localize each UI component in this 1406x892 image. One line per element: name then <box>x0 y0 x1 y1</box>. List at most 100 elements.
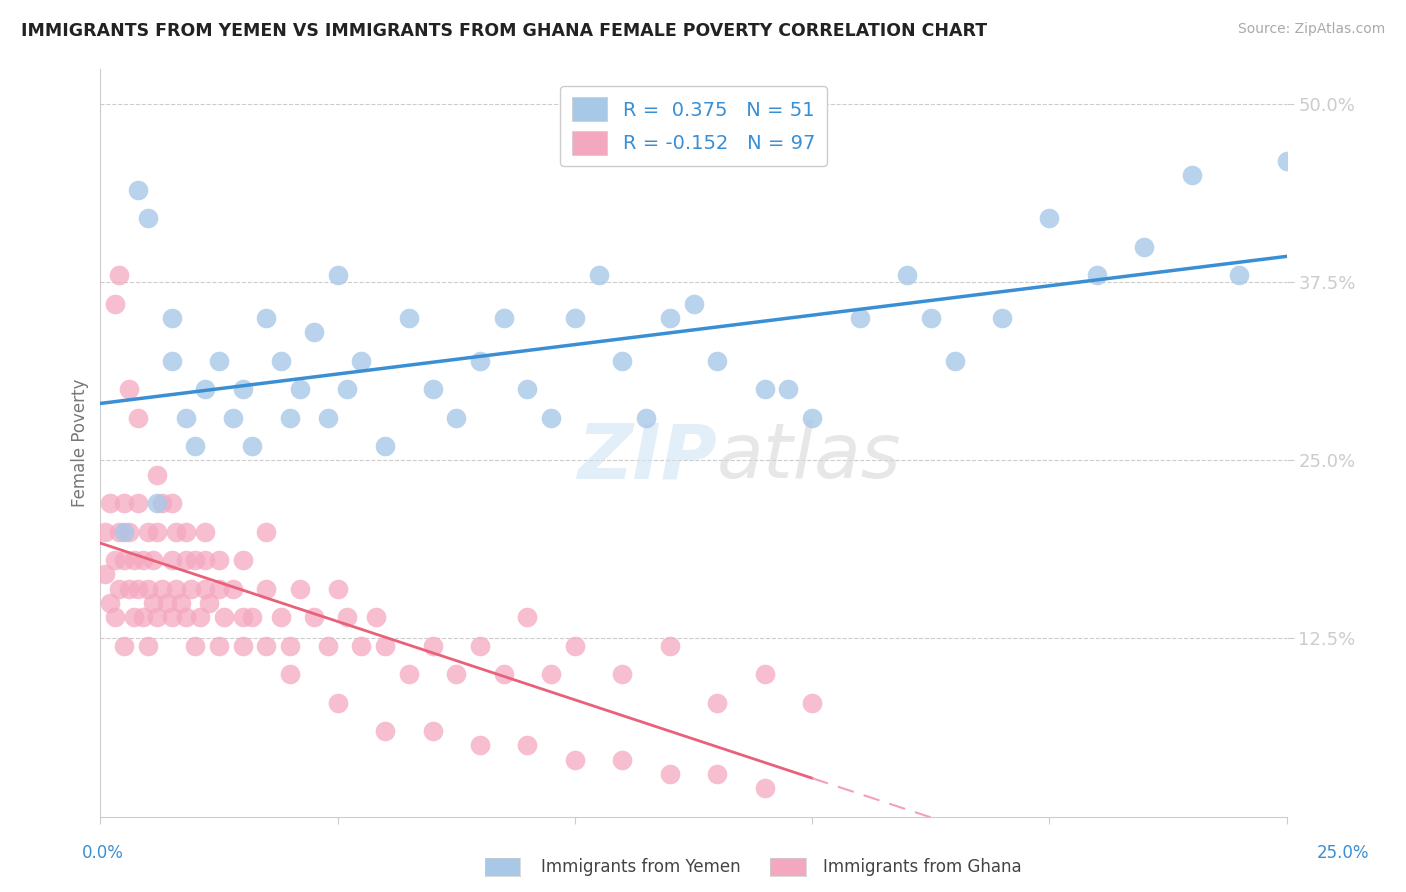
Point <box>612 353 634 368</box>
Point <box>174 610 197 624</box>
Point <box>658 766 681 780</box>
Point <box>374 639 396 653</box>
Point <box>778 382 800 396</box>
Point <box>1085 268 1108 282</box>
Point <box>127 183 149 197</box>
Point <box>127 410 149 425</box>
Point <box>118 582 141 596</box>
Point <box>188 610 211 624</box>
Point <box>160 553 183 567</box>
Point <box>1227 268 1250 282</box>
Point <box>564 753 586 767</box>
Text: ZIP: ZIP <box>578 420 717 494</box>
Point <box>112 524 135 539</box>
Text: Immigrants from Yemen: Immigrants from Yemen <box>541 858 741 876</box>
Point <box>103 553 125 567</box>
Point <box>108 524 131 539</box>
Point <box>174 410 197 425</box>
Point <box>122 553 145 567</box>
Point <box>422 724 444 739</box>
Point <box>150 582 173 596</box>
Point <box>118 382 141 396</box>
Point <box>468 739 491 753</box>
Point <box>156 596 179 610</box>
Point <box>896 268 918 282</box>
Point <box>540 667 562 681</box>
Point <box>254 310 277 325</box>
Point <box>194 553 217 567</box>
Point <box>588 268 610 282</box>
Point <box>398 310 420 325</box>
Point <box>564 639 586 653</box>
Point <box>516 610 538 624</box>
Point <box>943 353 966 368</box>
Point <box>754 382 776 396</box>
Legend: R =  0.375   N = 51, R = -0.152   N = 97: R = 0.375 N = 51, R = -0.152 N = 97 <box>561 86 827 166</box>
Point <box>422 639 444 653</box>
Point <box>194 382 217 396</box>
Point <box>326 696 349 710</box>
Point <box>232 610 254 624</box>
Point <box>364 610 387 624</box>
Point <box>350 353 373 368</box>
Point <box>270 353 292 368</box>
Point <box>160 353 183 368</box>
Point <box>198 596 221 610</box>
Point <box>136 211 159 226</box>
Point <box>336 382 359 396</box>
Point <box>374 724 396 739</box>
Point <box>141 553 163 567</box>
Point <box>444 667 467 681</box>
Point <box>146 610 169 624</box>
Point <box>179 582 201 596</box>
Point <box>636 410 658 425</box>
Point <box>194 582 217 596</box>
Point <box>112 639 135 653</box>
Point <box>682 296 704 310</box>
Point <box>288 582 311 596</box>
Point <box>920 310 942 325</box>
Point <box>122 610 145 624</box>
Point <box>706 696 728 710</box>
Point <box>232 553 254 567</box>
Point <box>516 739 538 753</box>
Point <box>254 524 277 539</box>
Point <box>336 610 359 624</box>
Point <box>132 553 155 567</box>
Point <box>184 439 207 453</box>
Point <box>108 582 131 596</box>
Text: 25.0%: 25.0% <box>1316 844 1369 862</box>
Point <box>316 410 339 425</box>
Point <box>1275 154 1298 169</box>
Point <box>118 524 141 539</box>
Point <box>326 268 349 282</box>
Point <box>316 639 339 653</box>
Point <box>112 496 135 510</box>
Point <box>1181 169 1204 183</box>
Point <box>184 639 207 653</box>
Point <box>112 553 135 567</box>
Point <box>160 610 183 624</box>
Point <box>278 410 301 425</box>
Point <box>146 496 169 510</box>
Text: Source: ZipAtlas.com: Source: ZipAtlas.com <box>1237 22 1385 37</box>
Point <box>326 582 349 596</box>
Point <box>184 553 207 567</box>
Point <box>270 610 292 624</box>
Point <box>127 496 149 510</box>
Point <box>801 696 824 710</box>
Point <box>165 524 187 539</box>
Point <box>222 410 245 425</box>
Point <box>658 639 681 653</box>
Point <box>706 353 728 368</box>
Point <box>98 496 121 510</box>
Point <box>612 667 634 681</box>
Text: 0.0%: 0.0% <box>82 844 124 862</box>
Point <box>98 596 121 610</box>
Point <box>108 268 131 282</box>
Point <box>1038 211 1060 226</box>
Point <box>288 382 311 396</box>
Point <box>492 310 515 325</box>
Point <box>492 667 515 681</box>
Point <box>254 582 277 596</box>
